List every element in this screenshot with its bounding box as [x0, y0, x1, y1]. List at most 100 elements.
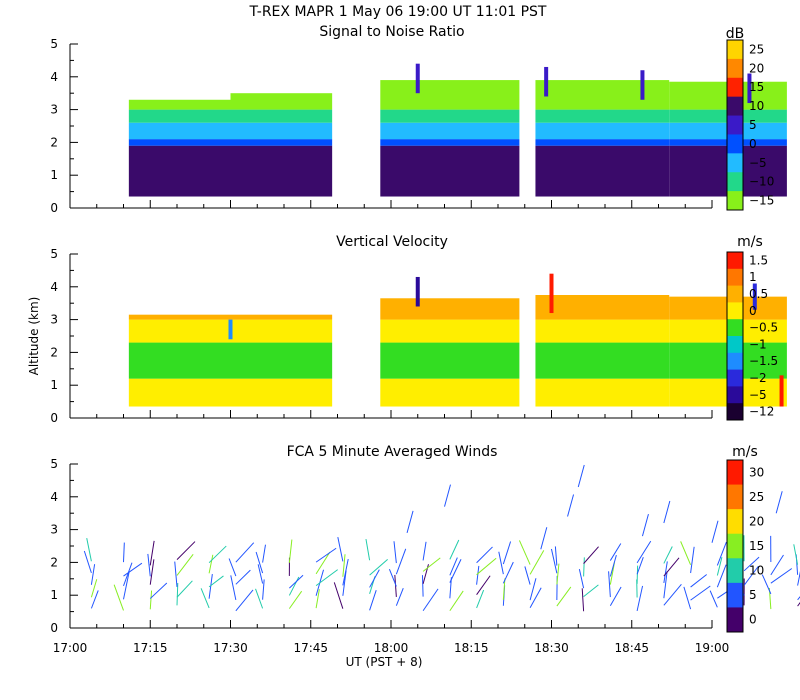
wind-barb: [690, 574, 707, 588]
wind-barb: [663, 571, 668, 599]
panel-vv-x-axis: [69, 410, 713, 419]
colorbar-swatch: [727, 40, 743, 60]
wind-barb: [444, 484, 451, 507]
data-feature: [415, 276, 420, 307]
wind-barb: [476, 557, 497, 576]
panel-vv-plot: [128, 273, 787, 407]
data-feature: [779, 375, 784, 407]
x-axis-tick-labels: 17:00 17:15 17:30 17:45 18:00 18:15 18:30 18:45…: [53, 641, 730, 655]
panel-winds-x-axis: [69, 620, 713, 629]
data-feature: [549, 273, 554, 314]
data-layer: [380, 80, 520, 110]
y-tick-label: 4: [50, 280, 58, 294]
wind-barb: [663, 500, 671, 524]
data-segment: [535, 295, 670, 407]
y-tick-label: 0: [50, 201, 58, 215]
y-tick-label: 0: [50, 621, 58, 635]
colorbar-label: 5: [749, 118, 757, 132]
colorbar-label: 15: [749, 539, 764, 553]
panel-vv-title: Vertical Velocity: [336, 234, 448, 250]
wind-barb: [583, 546, 599, 564]
wind-barb: [550, 548, 558, 574]
data-layer: [380, 298, 520, 320]
wind-barb: [449, 590, 464, 612]
wind-barb: [421, 575, 424, 597]
wind-barb: [315, 547, 337, 563]
wind-barb: [288, 590, 303, 609]
panel-vv-colorbar: 1.5 1 0.5 0 −0.5 −1 −1.5 −2 −5 −12: [726, 251, 778, 421]
wind-barb: [449, 557, 458, 576]
colorbar-label: −15: [749, 194, 774, 208]
data-layer: [380, 145, 520, 197]
data-layer: [535, 342, 670, 379]
wind-barb: [393, 541, 397, 564]
data-segment: [380, 80, 520, 197]
panel-winds-colorbar: 30 25 20 15 10 5 0: [726, 459, 764, 633]
colorbar-swatch: [727, 484, 743, 510]
panel-snr-y-axis: 0 1 2 3 4 5: [50, 37, 78, 215]
colorbar-frame: [726, 459, 744, 633]
data-layer: [128, 109, 231, 123]
panel-winds-title: FCA 5 Minute Averaged Winds: [287, 444, 498, 460]
colorbar-swatch: [727, 369, 743, 387]
colorbar-label: −0.5: [749, 321, 778, 335]
wind-barb: [174, 561, 178, 587]
colorbar-swatch: [727, 134, 743, 154]
colorbar-swatch: [727, 319, 743, 337]
wind-barb: [663, 561, 668, 584]
wind-barb: [636, 565, 639, 584]
data-layer: [535, 139, 670, 146]
colorbar-label: 20: [749, 514, 764, 528]
wind-barb: [577, 464, 585, 488]
colorbar-frame: [726, 251, 744, 421]
wind-barb: [315, 551, 331, 575]
data-layer: [128, 342, 333, 379]
colorbar-label: 0: [749, 304, 757, 318]
wind-barb: [716, 557, 723, 576]
y-tick-label: 3: [50, 103, 58, 117]
colorbar-swatch: [727, 302, 743, 320]
wind-barb: [176, 582, 179, 606]
wind-barb: [208, 573, 213, 599]
panel-vv-y-axis: 0 1 2 3 4 5: [50, 247, 78, 425]
data-layer: [535, 109, 670, 123]
data-layer: [128, 145, 231, 197]
y-tick-label: 3: [50, 313, 58, 327]
colorbar-swatch: [727, 386, 743, 404]
data-segment: [128, 99, 231, 197]
data-layer: [535, 378, 670, 407]
data-layer: [380, 342, 520, 379]
colorbar-swatch: [727, 153, 743, 173]
data-layer: [128, 378, 333, 407]
panel-winds-plot: [83, 464, 800, 612]
wind-barb: [90, 590, 99, 609]
colorbar-label: −5: [749, 156, 767, 170]
colorbar-label: −12: [749, 405, 774, 419]
y-tick-label: 1: [50, 168, 58, 182]
figure-title: T-REX MAPR 1 May 06 19:00 UT 11:01 PST: [249, 4, 547, 20]
wind-barb: [90, 579, 98, 598]
wind-barb: [476, 575, 491, 595]
colorbar-swatch: [727, 582, 743, 608]
y-tick-label: 5: [50, 247, 58, 261]
wind-barb: [609, 543, 622, 561]
colorbar-label: 10: [749, 564, 764, 578]
wind-barb: [761, 574, 772, 595]
wind-barb: [529, 587, 542, 608]
wind-barb: [200, 588, 210, 609]
wind-barb: [406, 510, 414, 534]
wind-barb: [690, 546, 695, 574]
wind-barb: [770, 554, 784, 576]
wind-barb: [502, 561, 514, 584]
colorbar-label: −2: [749, 371, 767, 385]
wind-barb: [608, 571, 611, 598]
data-feature: [747, 73, 752, 104]
wind-barb: [422, 541, 427, 561]
colorbar-swatch: [727, 558, 743, 584]
data-layer: [535, 122, 670, 140]
wind-barb: [394, 574, 397, 597]
wind-barb: [123, 562, 133, 587]
x-tick-label: 17:00: [53, 641, 88, 655]
wind-barb: [149, 590, 153, 610]
